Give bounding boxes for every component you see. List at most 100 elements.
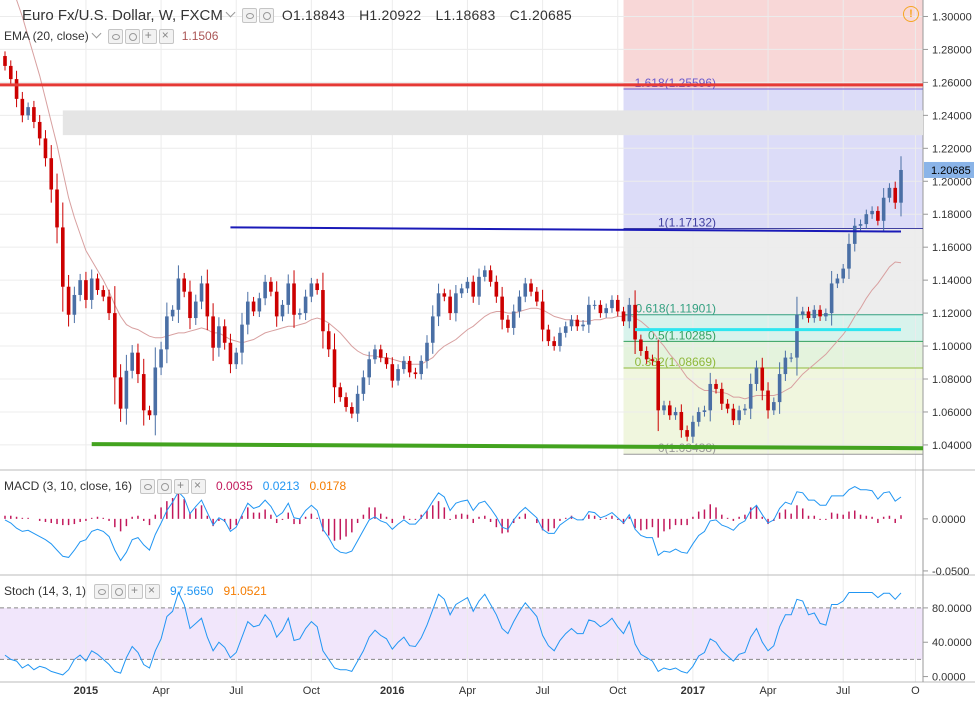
candle-body [881, 197, 886, 221]
candle-body [702, 410, 707, 412]
candle-body [292, 283, 296, 315]
candle-body [159, 349, 163, 368]
candle-body [413, 372, 418, 375]
candle-body [592, 304, 597, 306]
fib-level-label: 0.618(1.11901) [636, 302, 717, 316]
fib-level-label: 1.618(1.25596) [635, 76, 716, 90]
candle-body [257, 298, 262, 312]
y-tick-label: 1.10000 [932, 341, 972, 353]
last-price-box [924, 161, 974, 178]
candle-body [511, 311, 516, 328]
candle-body [43, 138, 48, 159]
add-icon[interactable] [128, 583, 144, 599]
candle-body [454, 293, 458, 314]
candle-body [442, 293, 447, 297]
candle-body [430, 316, 435, 343]
ema-header: EMA (20, close) 1.1506 [0, 25, 218, 47]
candle-body [118, 377, 123, 409]
candle-body [720, 388, 724, 404]
candle-body [332, 349, 337, 388]
candle-body [685, 430, 689, 437]
neckline [230, 226, 902, 233]
candle-body [165, 316, 169, 350]
candle-body [829, 283, 834, 314]
candle-body [563, 326, 568, 333]
candle-body [176, 278, 181, 310]
candle-body [725, 403, 730, 409]
candle-body [558, 332, 562, 347]
candle-body [737, 410, 741, 421]
close-icon[interactable] [191, 478, 207, 494]
y-tick-label: 1.14000 [932, 275, 972, 287]
high-value: H1.20922 [359, 7, 422, 23]
chevron-down-icon[interactable] [225, 7, 236, 18]
candle-body [217, 326, 221, 348]
last-price-label: 1.20685 [931, 165, 971, 177]
candle-body [633, 304, 637, 340]
candle-body [575, 319, 580, 327]
candle-body [84, 280, 88, 300]
candle-body [754, 367, 759, 384]
stoch-label[interactable]: Stoch (14, 3, 1) [4, 584, 87, 598]
candle-body [644, 351, 649, 360]
y-tick-label: 1.26000 [932, 77, 972, 89]
add-icon[interactable] [141, 28, 157, 44]
close-icon[interactable] [145, 583, 161, 599]
macd-label[interactable]: MACD (3, 10, close, 16) [4, 479, 133, 493]
gear-icon[interactable] [157, 478, 173, 494]
chevron-down-icon[interactable] [91, 28, 102, 39]
candle-body [604, 308, 608, 314]
fib-level-label: 0.382(1.08669) [635, 355, 716, 369]
candle-body [3, 56, 7, 66]
candle-body [598, 304, 603, 314]
candle-body [864, 214, 869, 225]
gear-icon[interactable] [124, 28, 140, 44]
macd-line [4, 486, 902, 562]
candle-body [344, 397, 348, 408]
candle-body [731, 408, 736, 421]
candle-body [465, 281, 470, 289]
candle-body [298, 313, 302, 315]
eye-icon[interactable] [241, 7, 257, 23]
candle-body [535, 291, 539, 302]
ema-label[interactable]: EMA (20, close) [4, 29, 89, 43]
stoch-k-value: 97.5650 [170, 584, 214, 598]
candle-body [89, 278, 94, 300]
candle-body [893, 187, 898, 203]
stoch-d-value: 91.0521 [223, 584, 267, 598]
candle-body [14, 79, 19, 99]
symbol-title[interactable]: Euro Fx/U.S. Dollar, W, FXCM [22, 6, 223, 24]
candle-body [506, 319, 510, 328]
eye-icon[interactable] [94, 583, 110, 599]
candle-body [367, 359, 371, 378]
candle-body [529, 283, 533, 292]
alert-icon[interactable]: ! [903, 6, 919, 22]
add-icon[interactable] [174, 478, 190, 494]
candle-body [800, 311, 805, 315]
eye-icon[interactable] [140, 478, 156, 494]
candle-body [49, 158, 54, 190]
fib-level-label: 1(1.17132) [658, 216, 716, 230]
x-tick-label: Apr [459, 685, 476, 697]
candle-body [378, 349, 383, 358]
eye-icon[interactable] [107, 28, 123, 44]
candle-body [552, 341, 556, 347]
candle-body [20, 98, 25, 116]
candle-body [188, 291, 192, 319]
grey-zone [62, 110, 923, 136]
candle-body [72, 294, 77, 315]
candle-body [748, 383, 753, 409]
candle-body [523, 283, 528, 297]
stoch-header: Stoch (14, 3, 1) 97.5650 91.0521 [0, 580, 267, 602]
close-icon[interactable] [158, 28, 174, 44]
candle-body [280, 304, 285, 317]
candle-body [303, 296, 308, 314]
gear-icon[interactable] [111, 583, 127, 599]
gear-icon[interactable] [258, 7, 274, 23]
support-line-green [91, 442, 924, 451]
candle-body [170, 309, 175, 317]
candle-body [147, 410, 152, 416]
candle-body [673, 411, 678, 416]
